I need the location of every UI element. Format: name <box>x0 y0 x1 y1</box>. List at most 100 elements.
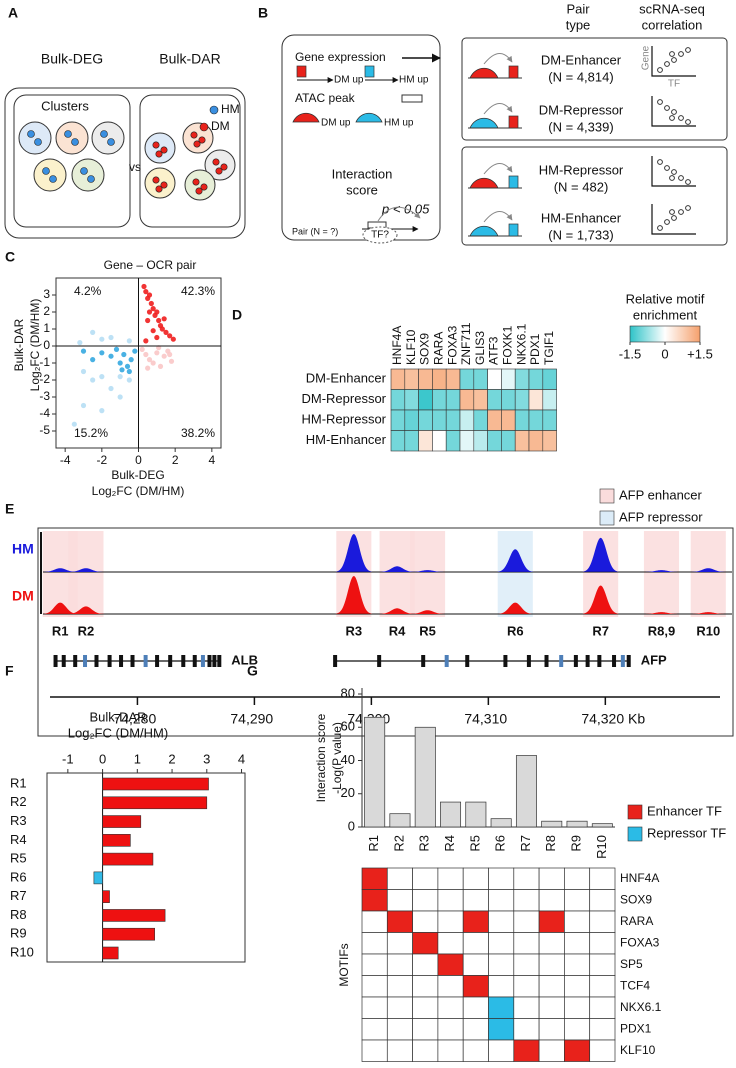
heat-cell <box>501 430 516 452</box>
cell-dot <box>195 187 203 195</box>
matrix-cell <box>513 867 540 890</box>
exon <box>544 655 549 667</box>
point <box>145 317 151 324</box>
mini-dot <box>685 47 691 53</box>
row-label: DM-Enhancer <box>306 371 387 386</box>
region-label: R8,9 <box>648 623 675 638</box>
cluster <box>55 121 89 155</box>
heat-cell <box>528 368 544 390</box>
heat-cell <box>542 430 557 452</box>
matrix-cell <box>386 867 413 890</box>
point <box>145 365 151 371</box>
legend-swatch <box>599 510 615 526</box>
header: scRNA-seq <box>639 1 705 16</box>
cluster <box>182 122 214 154</box>
legend-label: AFP repressor <box>619 509 703 524</box>
exon <box>61 655 66 667</box>
column-label: FOXA3 <box>445 325 459 365</box>
point <box>80 368 87 375</box>
point <box>146 292 153 298</box>
x-tick-label: R1 <box>366 835 381 852</box>
x-tick-label: 2 <box>168 751 175 766</box>
matrix-cell <box>386 996 413 1019</box>
point <box>156 317 162 324</box>
dar-box <box>139 94 241 228</box>
point <box>132 348 138 354</box>
heat-cell <box>459 409 475 431</box>
x-tick-label: R4 <box>442 835 457 852</box>
column-label: PDX1 <box>528 333 542 365</box>
point <box>99 350 105 356</box>
point <box>150 306 156 312</box>
point <box>71 421 77 427</box>
heat-cell <box>390 430 406 452</box>
matrix-cell <box>386 1018 413 1041</box>
track-frame <box>37 527 734 737</box>
matrix-cell <box>412 1039 439 1062</box>
matrix-cell <box>564 867 591 890</box>
row-label: RARA <box>620 914 653 928</box>
heat-cell <box>542 409 557 431</box>
y-tick-label: 2 <box>43 304 50 318</box>
matrix-cell <box>488 932 515 955</box>
colorbar-label: +1.5 <box>687 346 713 361</box>
cell-dot <box>49 175 57 183</box>
point <box>143 289 149 295</box>
heat-cell <box>473 409 488 431</box>
heat-cell <box>473 389 488 411</box>
heat-cell <box>501 409 516 431</box>
y-tick-label: 40 <box>341 752 355 767</box>
quadrant-label: 38.2% <box>181 426 215 440</box>
matrix-cell <box>564 932 591 955</box>
matrix-cell <box>488 1039 515 1062</box>
bar <box>102 890 110 903</box>
y-tick-label: 0 <box>348 818 355 833</box>
legend-label: Repressor TF <box>647 825 726 840</box>
gene-icon <box>508 175 519 189</box>
bar <box>515 755 537 828</box>
text: Interaction <box>332 166 393 181</box>
cell-dot <box>71 138 79 146</box>
cell-dot <box>27 130 35 138</box>
heat-cell <box>445 430 461 452</box>
column-label: KLF10 <box>404 329 418 365</box>
column-label: FOXK1 <box>500 325 514 365</box>
mini-dot <box>664 165 670 171</box>
y-tick-label: 20 <box>341 785 355 800</box>
mini-axes <box>651 96 696 127</box>
matrix-cell <box>437 1018 464 1041</box>
bar <box>102 852 154 866</box>
bar <box>566 820 588 828</box>
point <box>128 357 134 363</box>
matrix-cell <box>412 953 439 976</box>
matrix-cell <box>538 1018 565 1041</box>
mini-dot <box>678 115 684 121</box>
matrix-cell <box>462 975 489 998</box>
panel-label: G <box>247 663 258 679</box>
matrix-cell <box>361 1018 388 1041</box>
point <box>167 351 173 358</box>
region-label: R2 <box>78 623 95 638</box>
matrix-cell <box>564 996 591 1019</box>
heat-cell <box>404 430 419 452</box>
cluster <box>204 149 236 181</box>
legend-label: AFP enhancer <box>619 487 703 502</box>
matrix-cell <box>538 932 565 955</box>
x-tick-label: R9 <box>568 835 583 852</box>
gene-icon <box>508 223 519 237</box>
point <box>168 358 175 364</box>
y-tick-label: R2 <box>10 794 27 809</box>
peak-icon <box>469 225 499 237</box>
exon <box>465 655 470 667</box>
matrix-cell <box>513 975 540 998</box>
exon <box>421 655 426 667</box>
matrix-cell <box>437 975 464 998</box>
row-label: PDX1 <box>620 1021 652 1035</box>
mini-dot <box>669 51 675 57</box>
bar <box>102 946 119 960</box>
matrix-cell <box>412 975 439 998</box>
exon <box>73 655 78 667</box>
point <box>108 353 114 359</box>
row-label: HM-Enhancer <box>306 432 387 447</box>
header: Pair <box>566 1 590 16</box>
